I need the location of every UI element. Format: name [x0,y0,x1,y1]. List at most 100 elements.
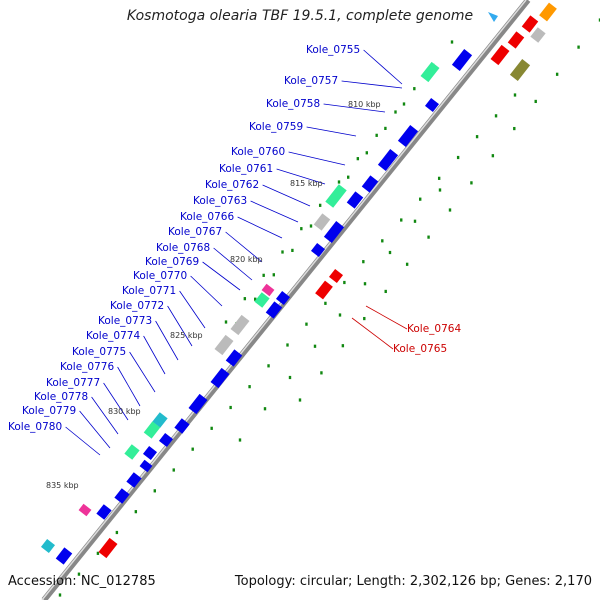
label-leader-line [276,168,326,185]
spacer-dot [438,188,442,192]
gene-label[interactable]: Kole_0755 [306,44,360,56]
gene-feature[interactable] [40,538,56,554]
label-leader-line [306,126,357,137]
gene-feature[interactable] [143,421,161,439]
gene-feature[interactable] [346,191,364,209]
gene-feature[interactable] [451,49,473,71]
label-leader-line [202,261,241,291]
gene-feature[interactable] [397,125,419,147]
spacer-dot [254,297,257,301]
gene-label[interactable]: Kole_0778 [34,391,88,403]
gene-feature[interactable] [78,503,92,517]
gene-feature[interactable] [377,149,399,171]
gene-label[interactable]: Kole_0776 [60,361,114,373]
gene-label[interactable]: Kole_0780 [8,421,62,433]
gene-label[interactable]: Kole_0766 [180,211,234,223]
gene-feature[interactable] [124,444,140,460]
spacer-dot [229,405,232,410]
gene-label[interactable]: Kole_0759 [249,121,303,133]
gene-feature[interactable] [275,290,291,306]
gene-feature[interactable] [225,349,243,367]
spacer-dot [309,224,313,228]
spacer-dot [365,151,368,155]
reverse-gene-feature[interactable] [328,268,344,284]
spacer-dot [513,126,516,131]
spacer-dot [402,102,406,106]
gene-feature[interactable] [214,334,234,356]
spacer-dot [337,180,341,184]
gene-feature[interactable] [310,242,326,258]
gene-feature[interactable] [158,432,174,448]
gene-feature[interactable] [530,27,546,43]
gene-label[interactable]: Kole_0779 [22,405,76,417]
gene-feature[interactable] [420,61,440,83]
gene-feature[interactable] [323,221,345,243]
spacer-dots [58,18,600,597]
label-leader-line [129,351,156,393]
label-leader-line [250,200,299,223]
gene-label[interactable]: Kole_0761 [219,163,273,175]
gene-label[interactable]: Kole_0777 [46,377,100,389]
gene-feature[interactable] [265,301,283,319]
gene-feature[interactable] [261,283,275,297]
gene-label[interactable]: Kole_0762 [205,179,259,191]
spacer-dot [248,385,251,389]
gene-label[interactable]: Kole_0768 [156,242,210,254]
gene-label[interactable]: Kole_0769 [145,256,199,268]
spacer-dot [172,468,175,472]
gene-feature[interactable] [325,184,347,208]
gene-feature[interactable] [139,459,153,473]
label-leader-line [65,426,101,456]
gene-label[interactable]: Kole_0775 [72,346,126,358]
spacer-dot [262,273,265,277]
gene-label[interactable]: Kole_0763 [193,195,247,207]
gene-label[interactable]: Kole_0771 [122,285,176,297]
reverse-gene-feature[interactable] [507,31,525,49]
spacer-dot [210,426,213,430]
spacer-dot [320,371,323,375]
gene-label[interactable]: Kole_0757 [284,75,338,87]
reverse-gene-feature[interactable] [490,44,510,66]
spacer-dot [555,72,559,76]
reverse-gene-feature[interactable] [98,537,118,559]
gene-feature[interactable] [313,213,331,231]
gene-feature[interactable] [152,412,168,428]
gene-feature[interactable] [424,97,440,113]
gene-label[interactable]: Kole_0767 [168,226,222,238]
gene-label[interactable]: Kole_0772 [110,300,164,312]
gene-feature[interactable] [114,488,130,504]
gene-feature[interactable] [230,314,250,336]
spacer-dot [96,551,100,555]
label-leader-line [341,80,403,89]
gene-feature[interactable] [142,445,158,461]
label-leader-line [237,216,283,239]
gene-feature[interactable] [210,367,230,389]
gene-feature[interactable] [539,2,557,22]
label-leader-line [213,247,253,281]
gene-label[interactable]: Kole_0770 [133,270,187,282]
genome-summary-text: Topology: circular; Length: 2,302,126 bp… [234,574,592,589]
reverse-gene-feature[interactable] [521,15,539,33]
gene-feature[interactable] [361,175,379,193]
gene-label[interactable]: Kole_0760 [231,146,285,158]
gene-label[interactable]: Kole_0774 [86,330,140,342]
gene-label[interactable]: Kole_0765 [393,343,447,355]
label-leader-line [179,290,206,329]
gene-label[interactable]: Kole_0773 [98,315,152,327]
gene-feature[interactable] [188,393,208,415]
gene-feature[interactable] [126,472,142,488]
gene-label[interactable]: Kole_0758 [266,98,320,110]
gene-feature[interactable] [174,418,190,434]
gene-feature[interactable] [254,292,270,308]
gene-feature[interactable] [55,547,73,565]
gene-feature[interactable] [509,59,531,81]
spacer-dot [470,181,473,185]
label-leader-lines [65,49,408,456]
reverse-gene-feature[interactable] [315,280,333,300]
cursor-marker-icon [488,12,498,22]
spacer-dot [413,219,417,223]
spacer-dot [400,218,403,222]
gene-label[interactable]: Kole_0764 [407,323,461,335]
gene-feature[interactable] [96,504,112,520]
spacer-dot [419,197,422,201]
